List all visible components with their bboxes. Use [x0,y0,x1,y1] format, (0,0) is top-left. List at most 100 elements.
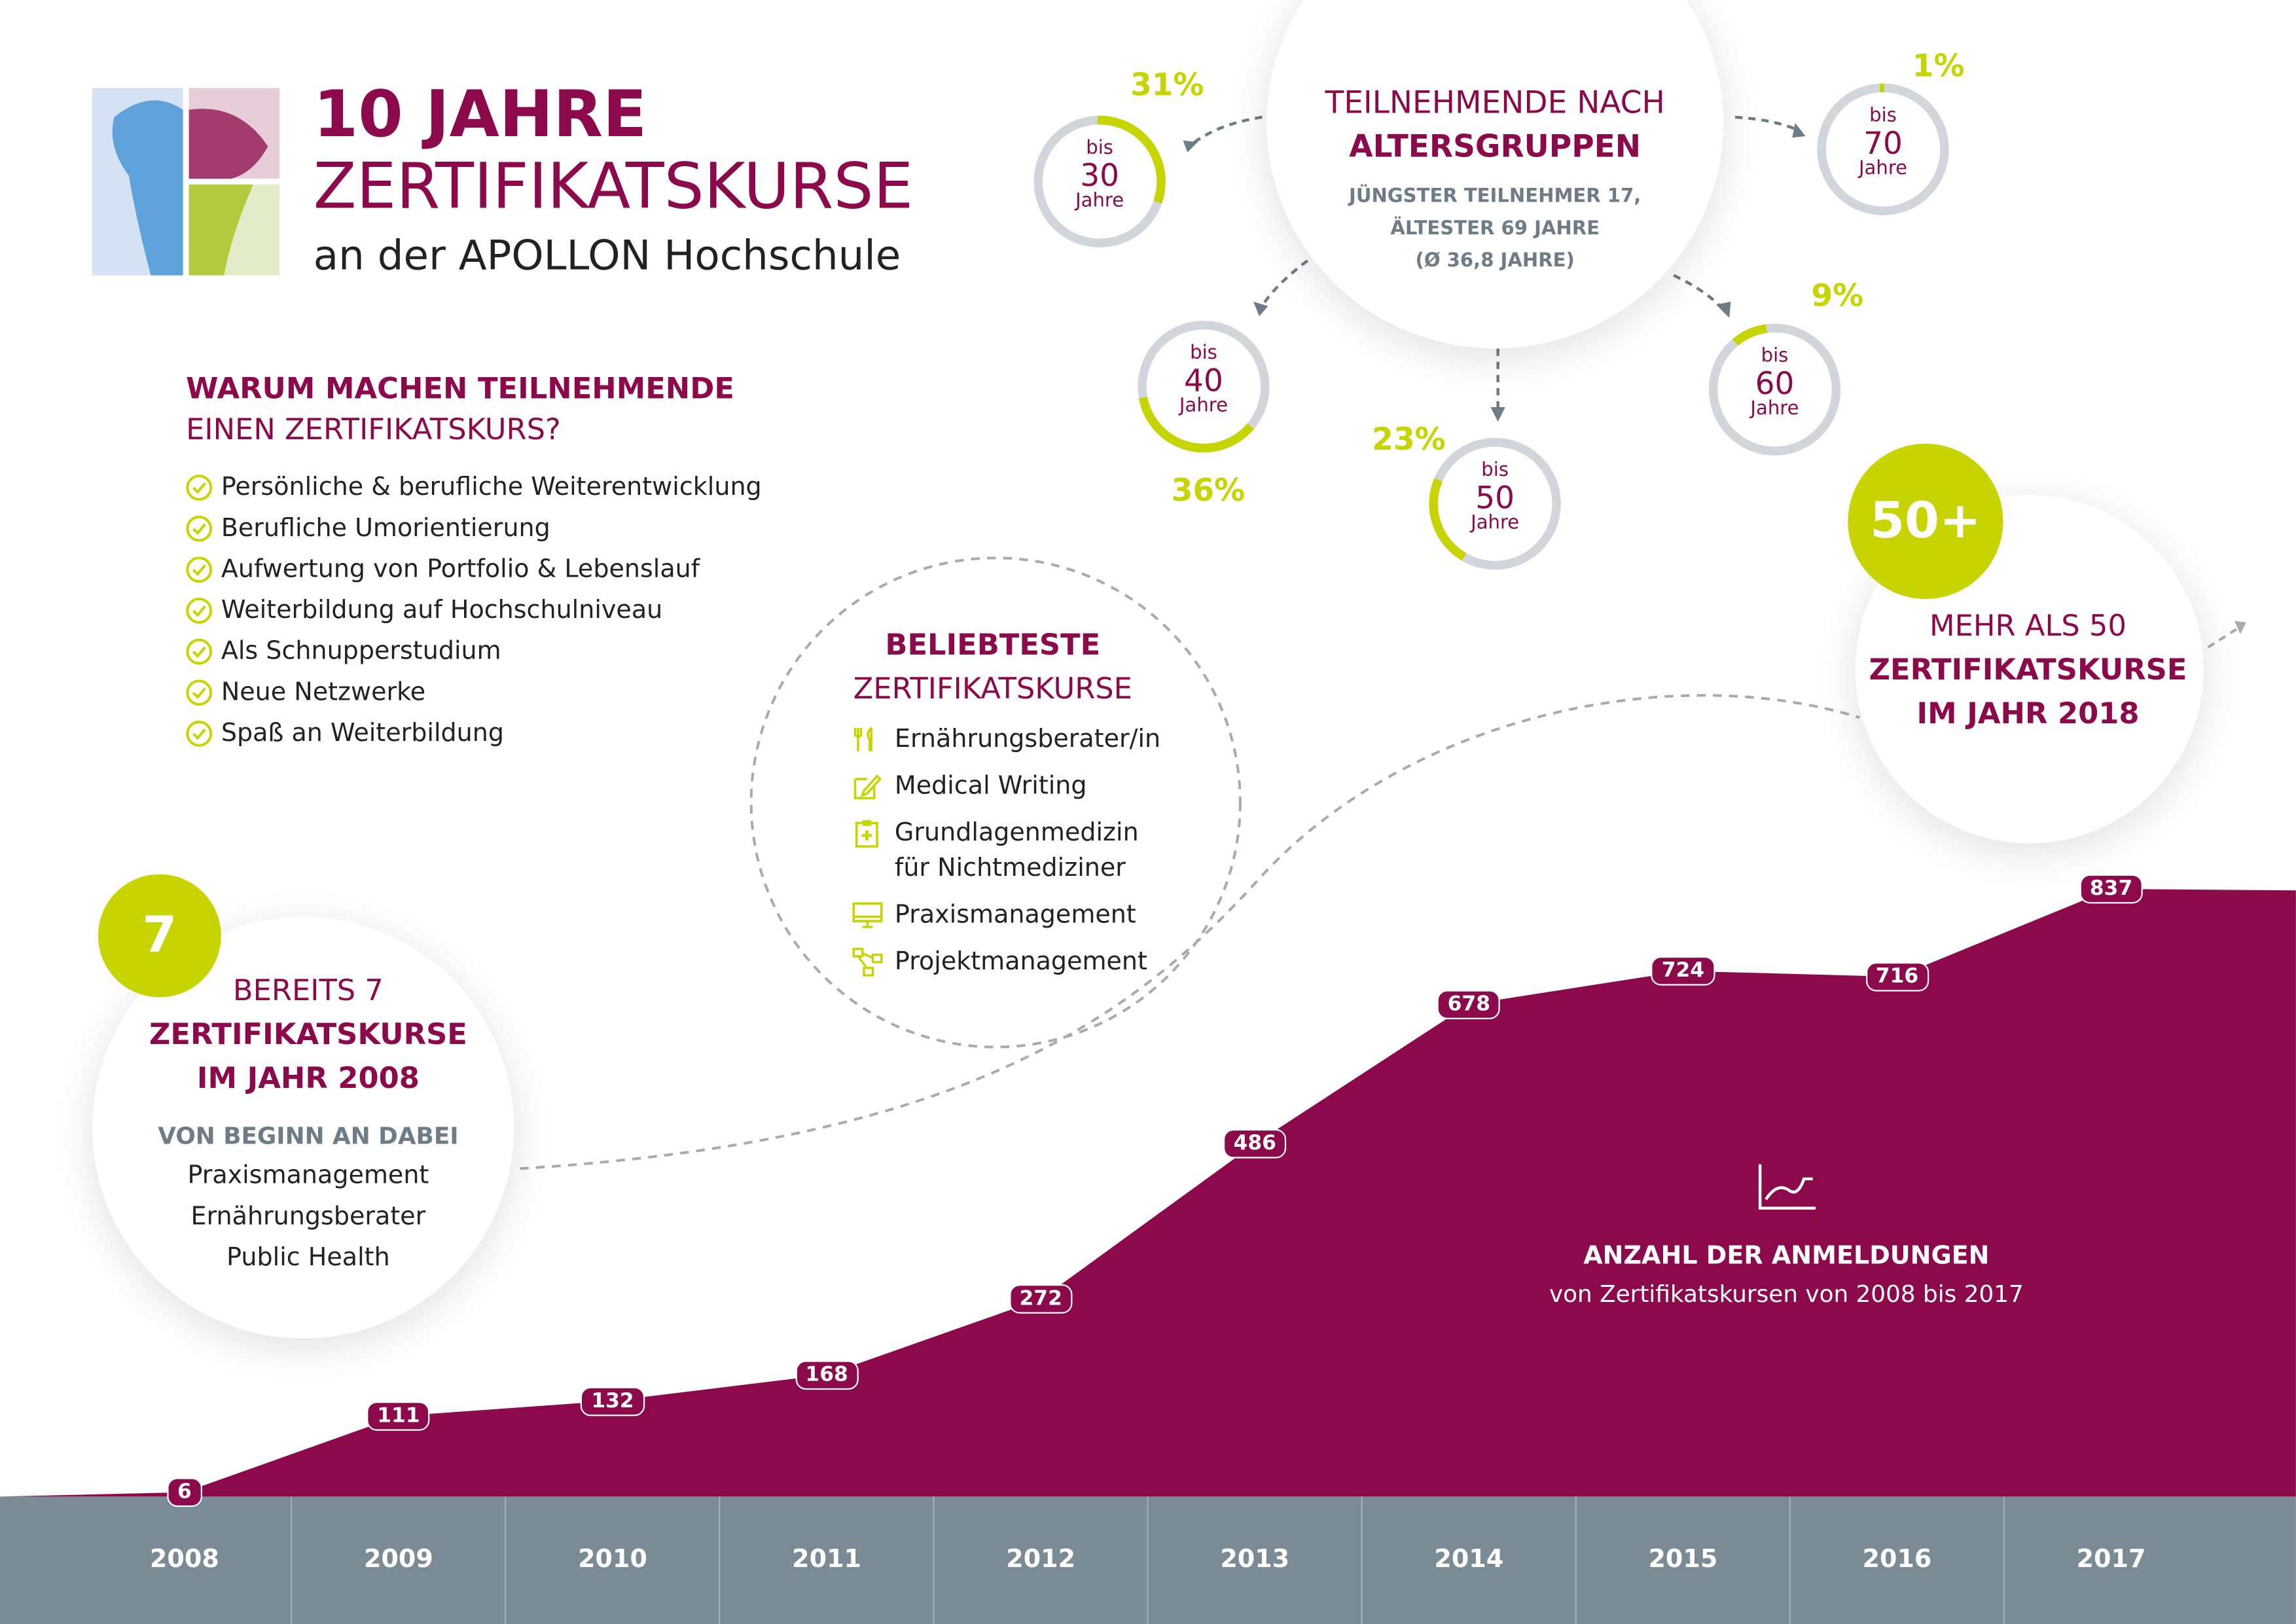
future-line3: IM JAHR 2018 [1916,695,2140,731]
course-item: Ernährungsberater/in [852,722,1160,757]
start-courses: Praxismanagement Ernährungsberater Public … [92,1155,524,1278]
course-item: Medical Writing [852,769,1160,804]
year-label: 2009 [363,1545,433,1574]
monitor-icon [852,902,883,928]
age-groups-text: TEILNEHMENDE NACH ALTERSGRUPPEN JÜNGSTER… [1266,85,1723,278]
arrow-future [2207,625,2241,649]
age-group-50 [1425,433,1566,580]
reason-text: Berufliche Umorientierung [221,514,550,544]
future-line2: ZERTIFIKATSKURSE [1869,651,2187,687]
arrow-head-icon [1715,301,1731,318]
age-title-bold: ALTERSGRUPPEN [1349,128,1641,164]
reason-text: Spaß an Weiterbildung [221,719,505,749]
age-label: bis 60 Jahre [1716,347,1833,419]
value-label: 132 [581,1386,645,1416]
value-label: 837 [2079,874,2143,904]
reason-item: Als Schnupperstudium [186,631,762,672]
reasons-title: WARUM MACHEN TEILNEHMENDE [186,370,734,406]
start-text: BEREITS 7 ZERTIFIKATSKURSE IM JAHR 2008 … [92,973,524,1279]
year-label: 2012 [1006,1545,1076,1574]
future-badge: 50+ [1848,443,2003,600]
age-value: 30 [1080,157,1120,193]
reasons-subtitle: EINEN ZERTIFIKATSKURS? [186,411,561,447]
clipboard-medical-icon [855,820,878,848]
year-label: 2013 [1220,1545,1290,1574]
age-percent: 36% [1171,473,1246,509]
start-line3: IM JAHR 2008 [196,1060,420,1096]
check-circle-icon [186,638,213,665]
age-group-40 [1134,316,1274,463]
reason-text: Aufwertung von Portfolio & Lebenslauf [221,554,700,585]
age-bis: bis [1086,137,1113,160]
year-label: 2017 [2076,1545,2146,1574]
arrow-head-icon [1490,406,1505,422]
course-name-line: Praxismanagement [894,900,1136,930]
popular-subtitle: ZERTIFIKATSKURSE [853,670,1132,706]
arrow [1673,274,1727,313]
chart-caption: ANZAHL DER ANMELDUNGEN von Zertifikatsku… [1523,1242,2050,1308]
value-label: 716 [1865,962,1929,992]
age-ring [1138,320,1270,453]
age-bis: bis [1481,460,1509,482]
age-title: TEILNEHMENDE NACH [1325,84,1665,120]
course-name-line: für Nichtmediziner [894,854,1126,884]
age-value: 50 [1475,479,1515,515]
course-name: Ernährungsberater/in [895,722,1160,757]
start-line1: BEREITS 7 [232,972,384,1008]
popular-header: BELIEBTESTE ZERTIFIKATSKURSE [751,627,1234,706]
age-unit: Jahre [1858,157,1908,180]
age-unit: Jahre [1075,190,1124,212]
network-icon [852,948,883,977]
course-name-line: Projektmanagement [894,947,1147,977]
course-name-line: Grundlagenmedizin [894,818,1139,848]
course-item: Grundlagenmedizin für Nichtmediziner [852,816,1160,886]
age-group-30 [1030,111,1170,258]
reason-text: Persönliche & berufliche Weiterentwicklu… [221,473,762,503]
chart-subtitle: von Zertifikatskursen von 2008 bis 2017 [1549,1280,2024,1308]
reasons-section: WARUM MACHEN TEILNEHMENDE EINEN ZERTIFIK… [186,370,762,754]
check-circle-icon [186,598,213,624]
age-bis: bis [1761,345,1789,368]
course-name: Praxismanagement [895,897,1136,933]
arrow-head-icon [1792,122,1806,138]
year-label: 2016 [1862,1545,1932,1574]
year-label: 2011 [792,1545,862,1574]
age-youngest: JÜNGSTER TEILNEHMER 17, [1349,186,1641,208]
age-bis: bis [1869,105,1897,128]
timeline-curve [520,694,1860,1170]
age-label: bis 70 Jahre [1825,107,1942,179]
chart-title: ANZAHL DER ANMELDUNGEN [1583,1242,1990,1271]
future-text: MEHR ALS 50 ZERTIFIKATSKURSE IM JAHR 201… [1848,607,2208,731]
reason-item: Persönliche & berufliche Weiterentwicklu… [186,467,762,509]
arrow-head-icon [1183,140,1198,153]
age-unit: Jahre [1750,397,1799,420]
age-ring-fill [1429,437,1561,570]
start-course: Ernährungsberater [190,1202,426,1232]
reason-item: Neue Netzwerke [186,672,762,713]
age-unit: Jahre [1471,512,1520,534]
value-label: 111 [367,1401,431,1431]
age-oldest: ÄLTESTER 69 JAHRE [1390,218,1600,240]
check-circle-icon [186,720,213,747]
age-label: bis 40 Jahre [1145,344,1262,416]
age-ring [1708,323,1841,456]
age-ring [1033,115,1166,248]
reason-text: Als Schnupperstudium [221,637,501,666]
reason-text: Neue Netzwerke [221,677,426,708]
reasons-list: Persönliche & berufliche Weiterentwicklu… [186,467,762,754]
age-groups-circle [1266,0,1724,349]
cutlery-icon [853,727,872,751]
age-percent: 31% [1130,67,1204,103]
age-ring [1817,83,1949,215]
age-value: 60 [1755,365,1795,401]
value-label: 724 [1651,956,1715,986]
age-unit: Jahre [1179,395,1228,417]
start-course: Public Health [226,1243,390,1273]
value-label: 678 [1437,989,1501,1019]
future-line1: MEHR ALS 50 [1929,607,2126,643]
age-ring-fill [1708,323,1841,456]
check-circle-icon [186,679,213,706]
title-line1: 10 JAHRE [313,77,647,153]
reason-item: Spaß an Weiterbildung [186,713,762,755]
